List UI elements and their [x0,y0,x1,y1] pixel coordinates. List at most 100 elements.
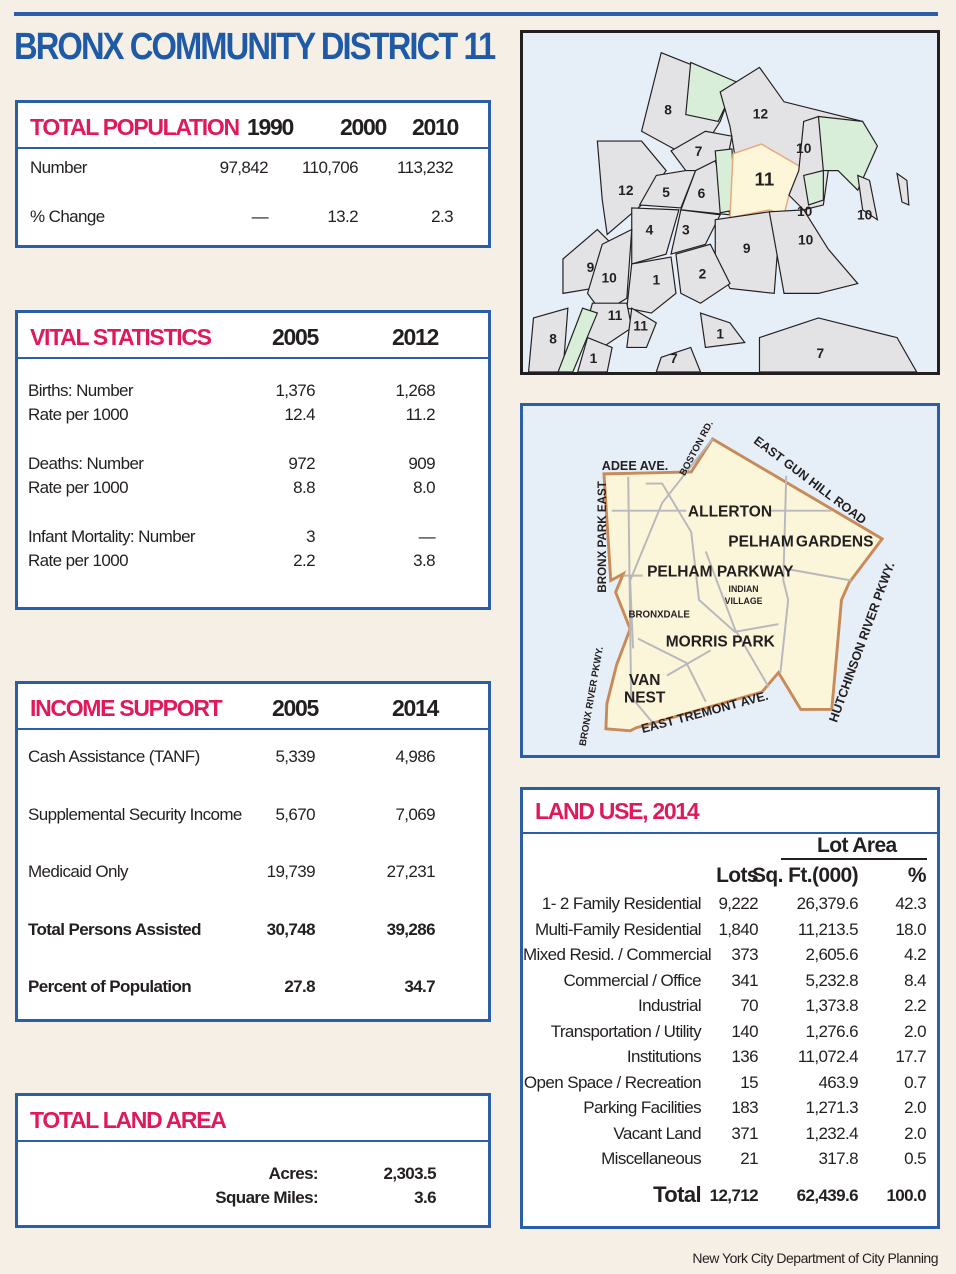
row-value: 5,670 [275,804,315,824]
neighborhood-label: VAN [629,672,661,689]
row-value: 2.3 [431,207,453,226]
row-label: Infant Mortality: Number [28,527,196,546]
row-label: Transportation / Utility [550,1021,702,1041]
street-label: BRONX RIVER PKWY. [578,646,606,747]
row-label: Rate per 1000 [28,405,129,424]
street-grid [611,438,852,727]
total-lots: 12,712 [709,1186,759,1205]
district-number-label: 7 [670,351,678,366]
district-number-label: 12 [753,106,769,121]
district-3 [670,209,722,255]
row-value: 12.4 [284,405,315,424]
neighborhood-label: PELHAM [728,534,793,551]
lots-value: 183 [731,1098,758,1117]
area-value: 1,232.4 [805,1123,858,1143]
row-label: Medicaid Only [28,862,129,881]
total-population-box: TOTAL POPULATION 1990 2000 2010 Number 97… [15,100,491,248]
row-label: Rate per 1000 [28,478,129,497]
district-number-label: 1 [590,351,598,366]
district-number-label: 8 [549,332,557,347]
neighborhood-label: PELHAM PARKWAY [647,564,794,581]
row-value: 13.2 [327,207,358,226]
lots-value: 373 [731,945,758,964]
park-small [803,169,824,206]
lots-value: 1,840 [718,919,758,939]
row-value: 2,303.5 [383,1164,436,1183]
percent-value: 0.5 [904,1149,926,1168]
year-header: 2014 [392,695,439,721]
land-area-heading: TOTAL LAND AREA [30,1107,227,1133]
row-value: 1,376 [275,381,315,400]
neighborhood-label: GARDENS [796,534,874,551]
year-header: 2005 [272,695,319,721]
district-number-label: 9 [587,260,595,275]
neighborhood-label: MORRIS PARK [666,633,776,650]
row-label: 1- 2 Family Residential [541,894,702,913]
row-label: Open Space / Recreation [523,1072,702,1092]
row-value: 39,286 [386,919,436,939]
vital-header: VITAL STATISTICS 2005 2012 [18,313,488,359]
income-header: INCOME SUPPORT 2005 2014 [18,684,488,730]
district-number-label: 12 [618,183,634,198]
district-4 [631,207,680,265]
district-number-label: 5 [662,185,670,200]
row-value: 909 [408,454,435,473]
row-label: Deaths: Number [28,454,144,473]
row-value: 8.8 [293,478,315,497]
district-number-label: 11 [633,319,648,334]
district-1-south [655,346,702,373]
year-header: 2000 [340,114,387,140]
percent-value: 8.4 [904,970,926,990]
lots-value: 136 [731,1047,758,1066]
row-value: 30,748 [266,919,316,939]
row-value: 19,739 [266,862,316,881]
lots-value: 9,222 [718,894,758,913]
lots-value: 140 [731,1021,758,1041]
column-header: % [907,864,927,887]
area-value: 2,605.6 [805,945,858,964]
lot-area-group-header: Lot Area [817,834,897,857]
district-1-island [699,312,746,349]
row-label: Number [30,158,87,177]
land-area-header: TOTAL LAND AREA [18,1096,488,1142]
island-10b [896,172,910,206]
area-value: 317.8 [818,1149,858,1168]
income-heading: INCOME SUPPORT [30,695,223,721]
percent-value: 17.7 [895,1047,926,1066]
district-7-south [758,317,918,373]
district-number-label: 4 [646,222,654,237]
row-label: Commercial / Office [563,970,701,990]
row-value: 113,232 [397,158,454,177]
row-value: 110,706 [302,158,359,177]
district-number-label: 10 [796,141,812,156]
row-label: Cash Assistance (TANF) [28,747,200,766]
page-title: BRONX COMMUNITY DISTRICT 11 [14,26,496,68]
district-number-label: 10 [798,232,814,247]
district-number-label: 10 [601,271,617,286]
land-use-header: LAND USE, 2014 [523,790,937,834]
percent-value: 2.0 [904,1123,926,1143]
row-value: 11.2 [405,405,436,424]
neighborhood-label: BRONXDALE [629,609,691,620]
area-value: 1,271.3 [805,1098,858,1117]
row-label: Total Persons Assisted [28,919,202,939]
district-number-label: 11 [755,168,775,189]
row-label: Acres: [268,1164,319,1183]
row-value: 34.7 [404,977,435,996]
borough-locator-map: 8 12 10 7 11 12 5 6 10 4 3 10 9 10 9 10 1 2 11 11 1 7 8 1 7 [520,30,940,375]
row-value: — [418,527,436,546]
row-label: Mixed Resid. / Commercial [523,945,712,964]
district-number-label: 2 [699,267,707,282]
district-number-label: 9 [743,241,751,256]
district-number-label: 11 [608,308,623,323]
income-support-box: INCOME SUPPORT 2005 2014 Cash Assistance… [15,681,491,1022]
row-value: 7,069 [395,804,435,824]
total-land-area-box: TOTAL LAND AREA Acres: 2,303.5 Square Mile… [15,1093,491,1228]
population-header: TOTAL POPULATION 1990 2000 2010 [18,103,488,149]
row-value: — [251,207,269,226]
column-header: Sq. Ft.(000) [752,864,859,887]
row-label: % Change [30,207,105,226]
district-number-label: 6 [698,186,706,201]
row-value: 2.2 [293,551,315,570]
